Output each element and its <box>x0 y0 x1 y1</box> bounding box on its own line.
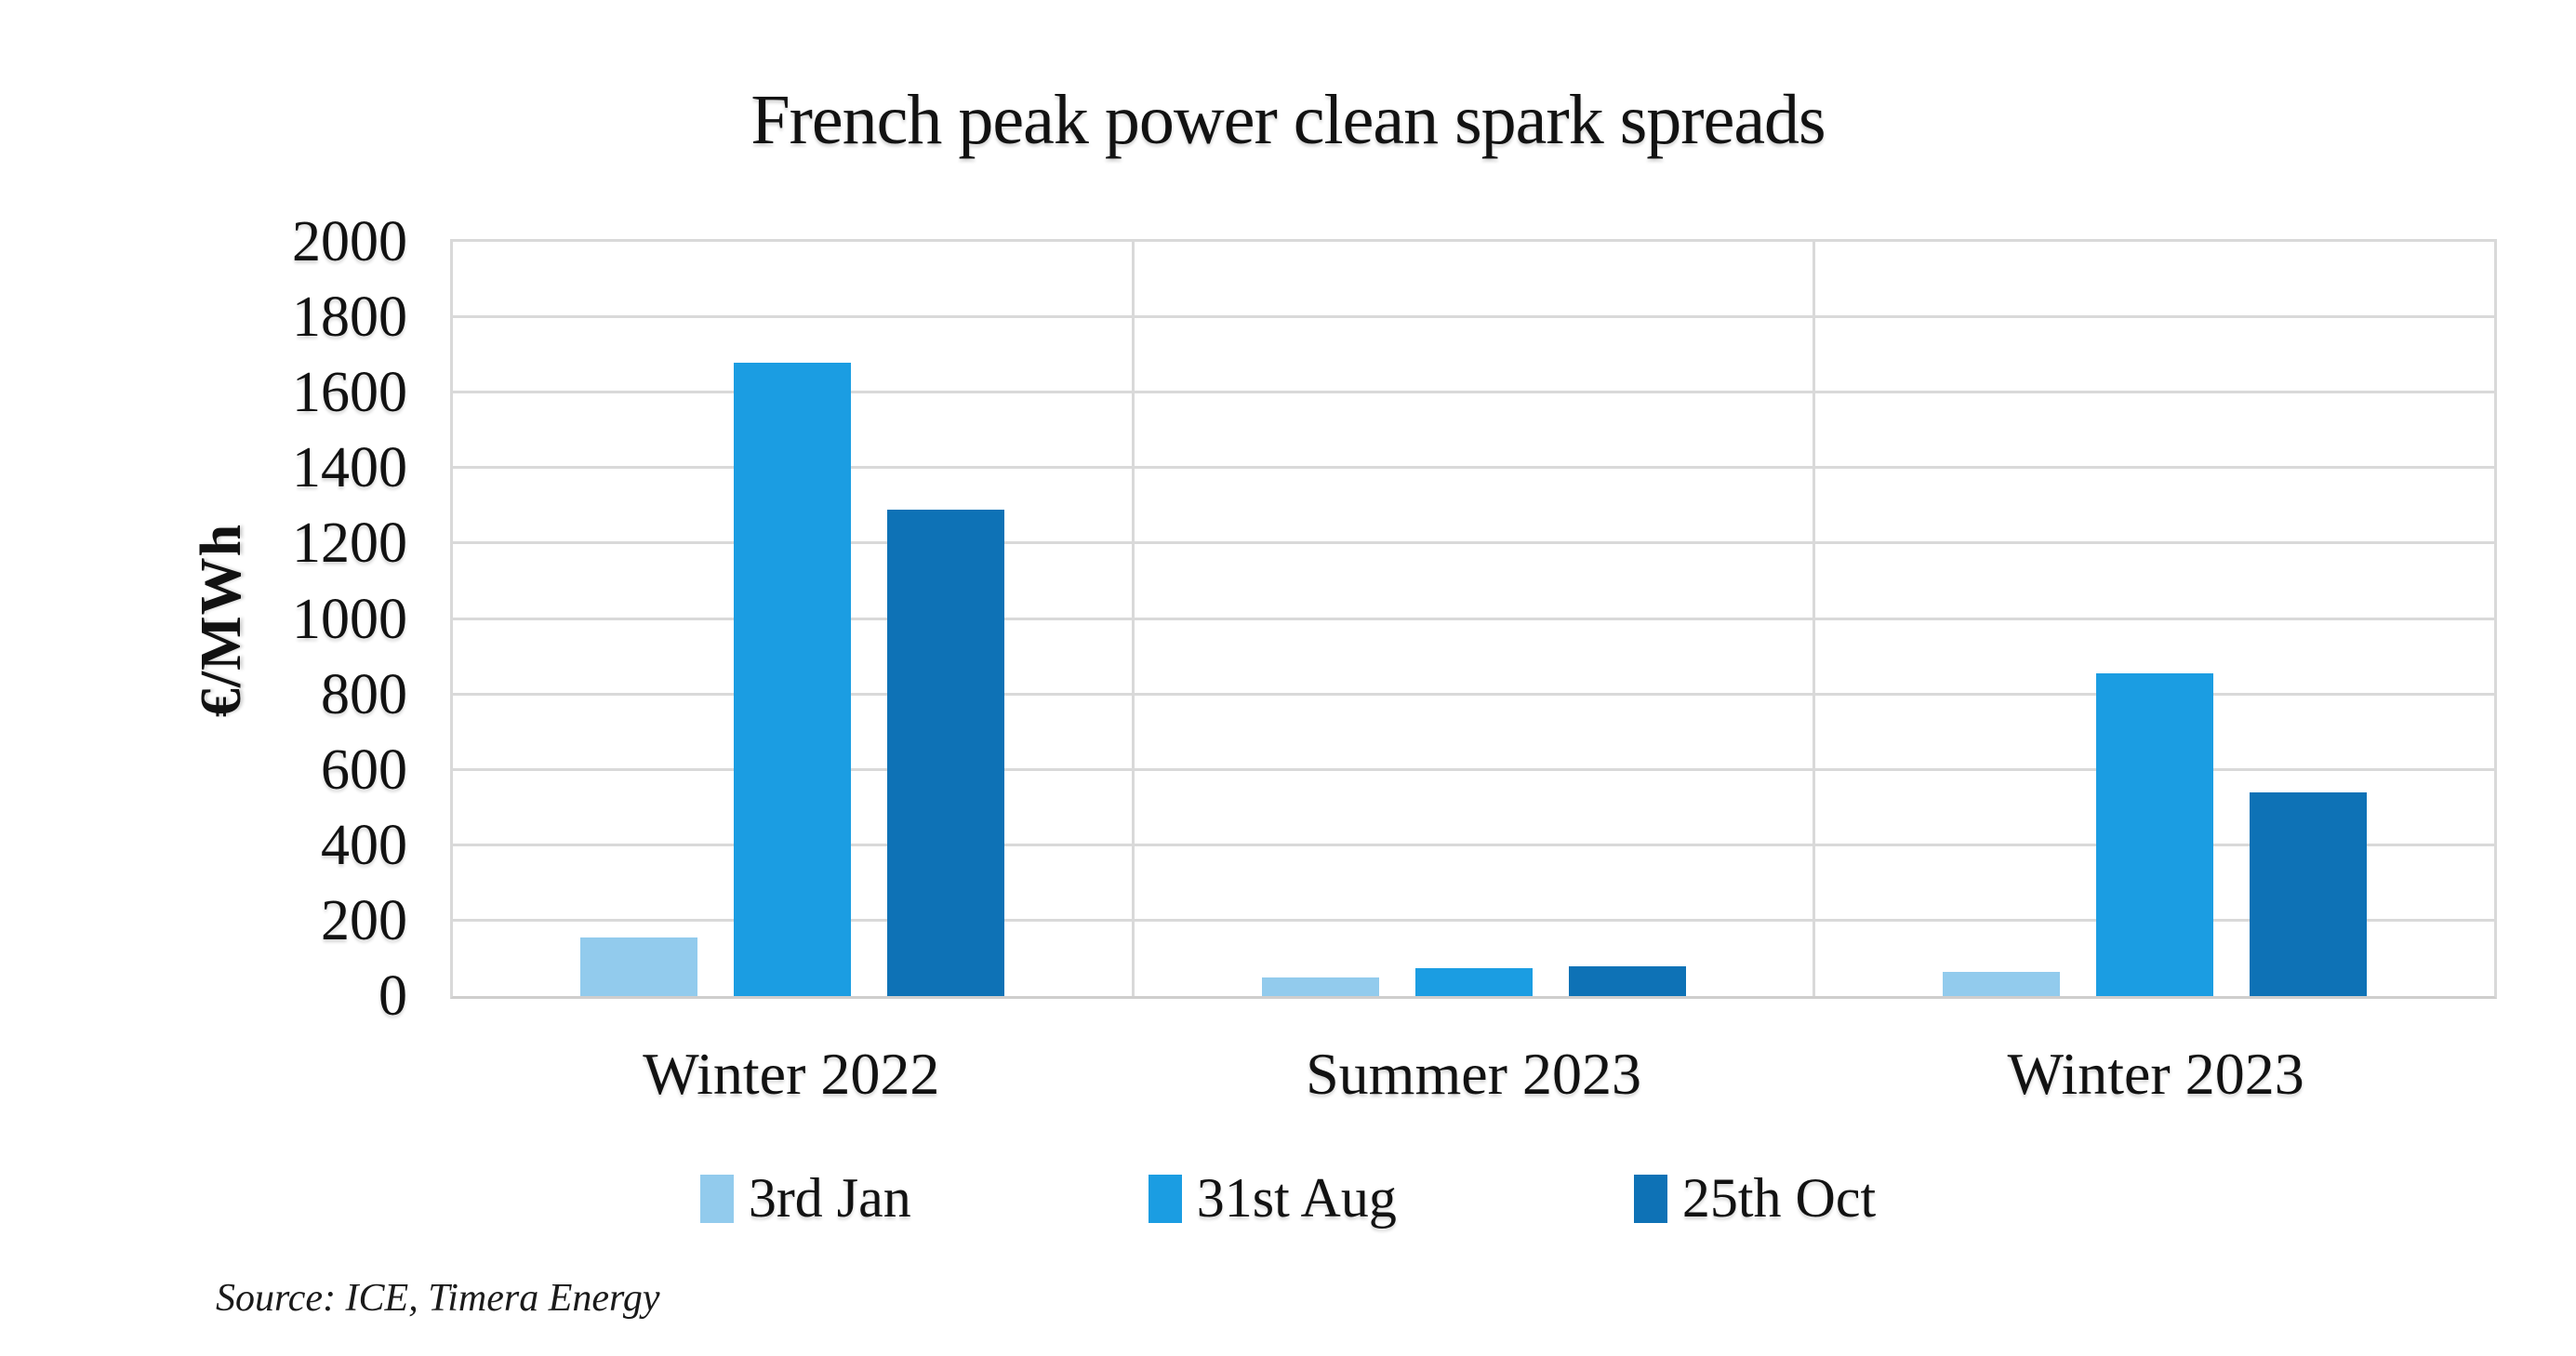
y-tick-label-0: 0 <box>378 964 407 1028</box>
bar-summer-2023-3rd-jan <box>1261 977 1379 996</box>
y-tick-label-1200: 1200 <box>292 512 407 575</box>
y-tick-label-800: 800 <box>321 663 407 726</box>
gridline-200 <box>453 918 2494 922</box>
category-panels <box>453 242 2494 996</box>
legend-item-25th-oct: 25th Oct <box>1633 1166 1877 1230</box>
x-category-label-winter-2023: Winter 2023 <box>2007 1041 2304 1107</box>
bar-winter-2022-25th-oct <box>886 509 1004 996</box>
bar-winter-2022-3rd-jan <box>579 937 697 996</box>
bar-winter-2022-31st-aug <box>733 362 851 996</box>
bar-summer-2023-25th-oct <box>1568 965 1686 996</box>
legend-label-25th-oct: 25th Oct <box>1681 1167 1877 1229</box>
gridline-800 <box>453 692 2494 696</box>
legend-label-3rd-jan: 3rd Jan <box>748 1167 911 1229</box>
bar-summer-2023-31st-aug <box>1414 967 1533 996</box>
gridline-1000 <box>453 617 2494 620</box>
legend-item-3rd-jan: 3rd Jan <box>699 1166 911 1230</box>
y-axis-title: €/MWh <box>190 523 253 718</box>
legend-swatch-3rd-jan <box>699 1174 734 1223</box>
bar-winter-2023-31st-aug <box>2096 673 2214 996</box>
panel-winter-2023 <box>1812 242 2494 996</box>
x-category-label-winter-2022: Winter 2022 <box>643 1041 940 1107</box>
y-tick-label-600: 600 <box>321 738 407 802</box>
legend-item-31st-aug: 31st Aug <box>1148 1166 1397 1230</box>
plot-area <box>450 239 2497 999</box>
legend-swatch-31st-aug <box>1148 1174 1182 1223</box>
legend-label-31st-aug: 31st Aug <box>1196 1167 1397 1229</box>
y-tick-label-2000: 2000 <box>292 210 407 273</box>
gridline-1400 <box>453 466 2494 470</box>
y-tick-label-200: 200 <box>321 889 407 952</box>
bar-winter-2023-25th-oct <box>2250 792 2368 996</box>
gridline-600 <box>453 767 2494 771</box>
y-tick-label-400: 400 <box>321 814 407 877</box>
chart-title: French peak power clean spark spreads <box>750 81 1826 159</box>
source-note: Source: ICE, Timera Energy <box>216 1277 660 1320</box>
legend-swatch-25th-oct <box>1633 1174 1667 1223</box>
y-tick-label-1800: 1800 <box>292 286 407 349</box>
x-axis-category-labels: Winter 2022 Summer 2023 Winter 2023 <box>450 1040 2497 1109</box>
bar-winter-2023-3rd-jan <box>1943 971 2061 996</box>
panel-winter-2022 <box>453 242 1132 996</box>
y-tick-label-1600: 1600 <box>292 361 407 424</box>
y-tick-label-1400: 1400 <box>292 436 407 499</box>
x-category-label-summer-2023: Summer 2023 <box>1306 1041 1641 1107</box>
gridline-400 <box>453 843 2494 846</box>
panel-summer-2023 <box>1131 242 1813 996</box>
y-tick-label-1000: 1000 <box>292 588 407 651</box>
gridline-1800 <box>453 315 2494 319</box>
gridline-1600 <box>453 391 2494 394</box>
legend: 3rd Jan 31st Aug 25th Oct <box>0 1166 2576 1230</box>
gridline-1200 <box>453 541 2494 545</box>
